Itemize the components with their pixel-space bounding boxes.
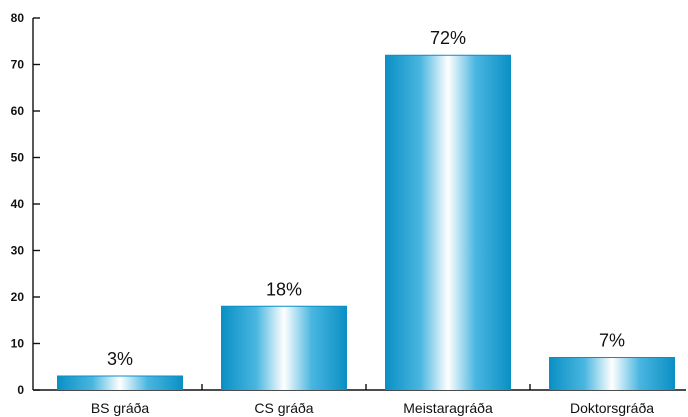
- y-tick-label: 0: [17, 383, 24, 397]
- category-label: Meistaragráða: [403, 400, 493, 416]
- y-tick-label: 80: [11, 11, 25, 25]
- data-label: 18%: [266, 279, 302, 299]
- data-label: 3%: [107, 349, 133, 369]
- bar: [549, 357, 675, 390]
- category-labels: BS gráða CS gráða Meistaragráða Doktorsgráð…: [91, 400, 654, 416]
- y-tick-label: 10: [11, 337, 25, 351]
- category-label: Doktorsgráða: [570, 400, 654, 416]
- y-tick-label: 20: [11, 290, 25, 304]
- y-tick-label: 40: [11, 197, 25, 211]
- data-label: 7%: [599, 330, 625, 350]
- data-label: 72%: [430, 28, 466, 48]
- bar: [385, 55, 511, 390]
- data-labels: 3% 18% 72% 7%: [107, 28, 625, 369]
- y-tick-label: 60: [11, 104, 25, 118]
- bars: [57, 54, 675, 390]
- y-tick-label: 50: [11, 151, 25, 165]
- category-label: CS gráða: [254, 400, 313, 416]
- category-label: BS gráða: [91, 400, 150, 416]
- bar: [57, 376, 183, 390]
- y-axis: 0 10 20 30 40 50 60 70 80: [11, 11, 40, 397]
- y-tick-label: 70: [11, 58, 25, 72]
- bar: [221, 306, 347, 390]
- y-tick-label: 30: [11, 244, 25, 258]
